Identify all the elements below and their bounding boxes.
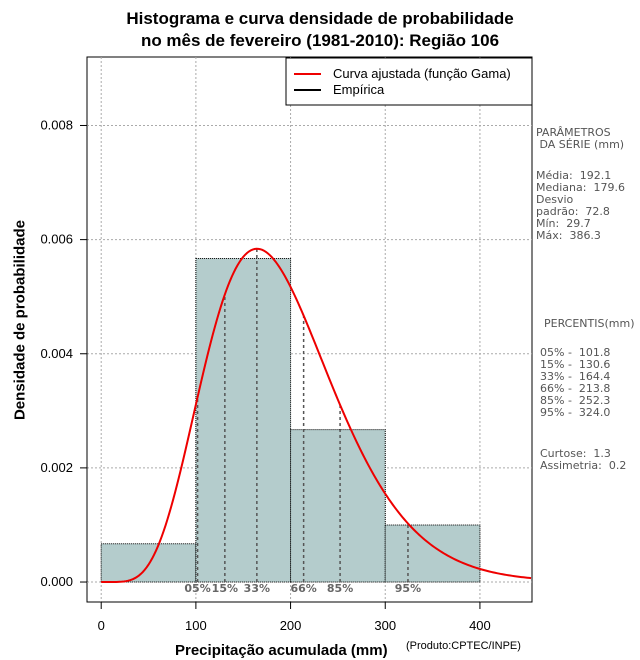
y-tick-label-4: 0.008 [40,117,73,132]
legend-empirical-label: Empírica [333,82,385,97]
y-axis-label: Densidade de probabilidade [11,219,29,421]
gamma-curve [101,247,532,584]
chart-title-line2: no mês de fevereiro (1981-2010): Região … [140,31,500,50]
percentile-label-2: 33% [244,582,270,595]
histogram-bar-3 [384,524,481,583]
chart-title-line1: Histograma e curva densidade de probabil… [126,9,514,28]
x-tick-label-2: 200 [280,618,302,633]
percentile-label-1: 15% [212,582,238,595]
x-axis-label: Precipitação acumulada (mm) [175,642,388,659]
histogram-bar-2 [290,429,386,583]
legend-gamma-label: Curva ajustada (função Gama) [333,66,511,81]
percentile-label-3: 66% [290,582,316,595]
y-tick-label-1: 0.002 [40,460,73,475]
percentile-labels: 05% 15% 33% 66% 85% 95% [184,582,421,595]
shape-stats: Curtose: 1.3 Assimetria: 0.2 [540,447,627,472]
y-tick-label-3: 0.006 [40,232,73,247]
histogram-bars [100,257,481,583]
percentile-label-5: 95% [395,582,421,595]
percentis-title: PERCENTIS(mm) [544,317,635,330]
params-title: PARÂMETROS DA SÉRIE (mm) [536,126,625,151]
x-tick-label-0: 0 [98,618,105,633]
x-tick-label-3: 300 [374,618,396,633]
credit-text: (Produto:CPTEC/INPE) [406,640,521,652]
percentile-lines [196,248,409,583]
x-axis: 0 100 200 300 400 [98,601,491,633]
params-values: Média: 192.1 Mediana: 179.6 Desvio padrã… [536,169,625,242]
histogram-bar-1 [195,257,292,583]
legend: Curva ajustada (função Gama) Empírica [285,57,533,106]
y-tick-label-0: 0.000 [40,574,73,589]
percentile-label-4: 85% [327,582,353,595]
percentile-label-0: 05% [184,582,210,595]
x-tick-label-1: 100 [185,618,207,633]
y-axis: 0.000 0.002 0.004 0.006 0.008 [40,117,88,589]
x-tick-label-4: 400 [469,618,491,633]
y-tick-label-2: 0.004 [40,346,73,361]
percentis-values: 05% - 101.8 15% - 130.6 33% - 164.4 66% … [540,346,611,419]
legend-box [285,57,533,106]
